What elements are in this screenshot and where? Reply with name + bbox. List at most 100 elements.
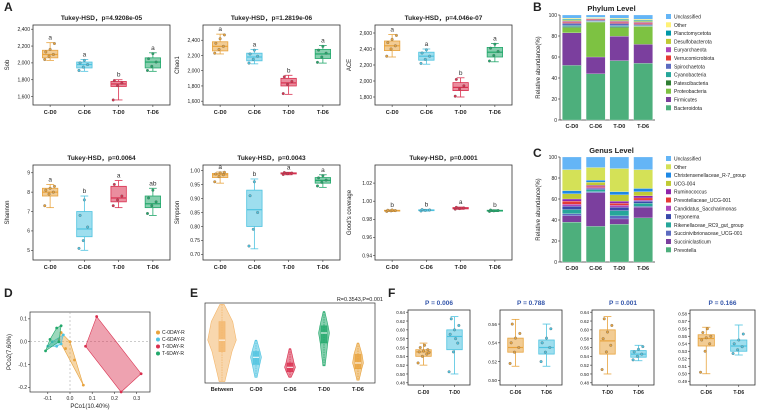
y-tick-label-genus: 0 [554, 260, 557, 266]
bar-segment-genus-T-D0-2 [609, 215, 629, 220]
y-tick-label-chao1: 1,600 [187, 99, 200, 105]
x-tick-label-sob: T-D6 [147, 110, 159, 116]
data-point-simpson [222, 170, 226, 174]
legend-label-phylum: Cyanobacteria [674, 73, 706, 79]
data-point-sob [112, 79, 116, 83]
data-point-sob [78, 61, 82, 65]
x-tick-label-f1: T-D0 [449, 390, 460, 396]
data-point-f2 [514, 336, 517, 340]
data-point-ace [393, 44, 397, 48]
bar-segment-phylum-C-D0-9 [562, 19, 582, 21]
y-tick-label-chao1: 2,200 [187, 53, 200, 59]
data-point-shannon [150, 204, 154, 208]
legend-label-phylum: Firmicutes [674, 98, 698, 104]
data-point-ace [420, 51, 424, 55]
y-tick-label-f3: 0.64 [580, 310, 589, 315]
legend-swatch-phylum [666, 97, 671, 102]
data-point-f1 [420, 354, 424, 358]
x-tick-label-phylum: T-D6 [637, 124, 649, 130]
data-point-f4 [709, 334, 713, 338]
x-tick-label-simpson: T-D6 [317, 265, 329, 271]
data-point-f4 [704, 336, 708, 340]
box-ace-T-D0 [452, 82, 469, 91]
y-tick-label-f1: 0.60 [396, 328, 405, 333]
data-point-sob [43, 58, 47, 61]
data-point-f4 [731, 352, 735, 355]
data-point-f4 [741, 332, 745, 336]
legend-label-genus: Candidatus_Saccharimonas [674, 206, 737, 212]
y-tick-label-f2: 0.54 [488, 341, 497, 346]
x-axis-label-pcoa: PCo1(10.40%) [70, 404, 109, 410]
data-point-f2 [510, 322, 514, 326]
data-point-f1 [416, 361, 420, 365]
legend-swatch-phylum [666, 22, 671, 28]
data-point-ace [458, 87, 461, 91]
data-point-ace [493, 42, 497, 46]
significance-letter-sob: a [83, 52, 87, 59]
data-point-simpson [282, 171, 286, 174]
legend-label-genus: Christensenellaceae_R-7_group [674, 173, 746, 179]
y-tick-label-genus: 80 [551, 176, 557, 182]
plot-frame-pcoa [29, 311, 151, 393]
y-tick-label-genus: 40 [551, 218, 557, 224]
data-point-shannon [82, 198, 86, 202]
y-tick-label-f4: 0.50 [678, 372, 687, 377]
bar-segment-phylum-T-D0-2 [609, 27, 629, 37]
data-point-goods [393, 209, 397, 213]
data-point-f3 [604, 350, 608, 354]
significance-letter-goods: b [390, 202, 394, 209]
data-point-f3 [601, 337, 605, 341]
y-tick-label-phylum: 0 [554, 118, 557, 124]
y-tick-label-simpson: 0.80 [190, 224, 200, 230]
data-point-goods [390, 208, 394, 212]
x-tick-label-goods: T-D0 [455, 265, 467, 271]
y-tick-label-phylum: 100 [549, 13, 558, 19]
x-tick-label-pcoa: 0.2 [111, 396, 118, 402]
bar-segment-genus-T-D0-10 [609, 168, 629, 192]
data-point-shannon [81, 239, 85, 243]
data-point-shannon [86, 225, 90, 229]
data-point-ace [385, 54, 389, 58]
y-tick-label-f4: 0.51 [678, 364, 687, 369]
point-T-0DAY-R [84, 344, 87, 348]
data-point-sob [120, 81, 124, 85]
significance-letter-ace: a [390, 27, 394, 34]
legend-marker-pcoa [156, 351, 160, 356]
legend-swatch-phylum [666, 30, 671, 36]
panel-label-E: E [190, 286, 198, 300]
data-point-shannon [52, 184, 56, 188]
legend-label-genus: Prevotella [674, 248, 696, 254]
y-tick-label-phylum: 60 [551, 55, 557, 61]
y-tick-label-pcoa: 0.1 [20, 317, 27, 323]
data-point-chao1 [282, 75, 286, 79]
data-point-shannon [146, 212, 149, 215]
data-point-chao1 [286, 82, 289, 86]
data-point-f1 [422, 349, 425, 353]
data-point-shannon [43, 204, 47, 208]
x-tick-label-pcoa: -0.1 [43, 396, 52, 402]
x-tick-label-anosim: C-D6 [284, 387, 297, 393]
box-sob-T-D6 [144, 57, 161, 69]
point-C-6DAY-R [55, 344, 59, 348]
violin-box-T-D6 [354, 354, 362, 370]
x-tick-label-shannon: C-D0 [44, 265, 57, 271]
bar-segment-phylum-T-D6-9 [633, 20, 653, 22]
bar-segment-genus-T-D0-5 [609, 205, 629, 208]
data-point-simpson [213, 180, 217, 184]
x-tick-label-chao1: T-D0 [283, 110, 295, 116]
significance-letter-simpson: b [253, 171, 257, 178]
data-point-goods [462, 206, 466, 210]
panel-label-D: D [4, 286, 13, 300]
data-point-f3 [610, 323, 614, 327]
bar-segment-genus-T-D6-8 [633, 191, 653, 196]
data-point-f1 [426, 348, 430, 352]
bar-segment-genus-C-D6-11 [586, 156, 606, 168]
plot-frame-ace [374, 24, 513, 106]
y-tick-label-f4: 0.58 [678, 312, 687, 317]
data-point-goods [454, 205, 458, 209]
legend-label-pcoa: T-6DAY-R [162, 351, 184, 357]
plot-frame-goods [374, 164, 513, 261]
y-tick-label-sob: 1,600 [17, 94, 30, 100]
plot-title-simpson: Tukey-HSD，p=0.0043 [237, 155, 306, 162]
plot-title-genus: Genus Level [589, 146, 634, 155]
